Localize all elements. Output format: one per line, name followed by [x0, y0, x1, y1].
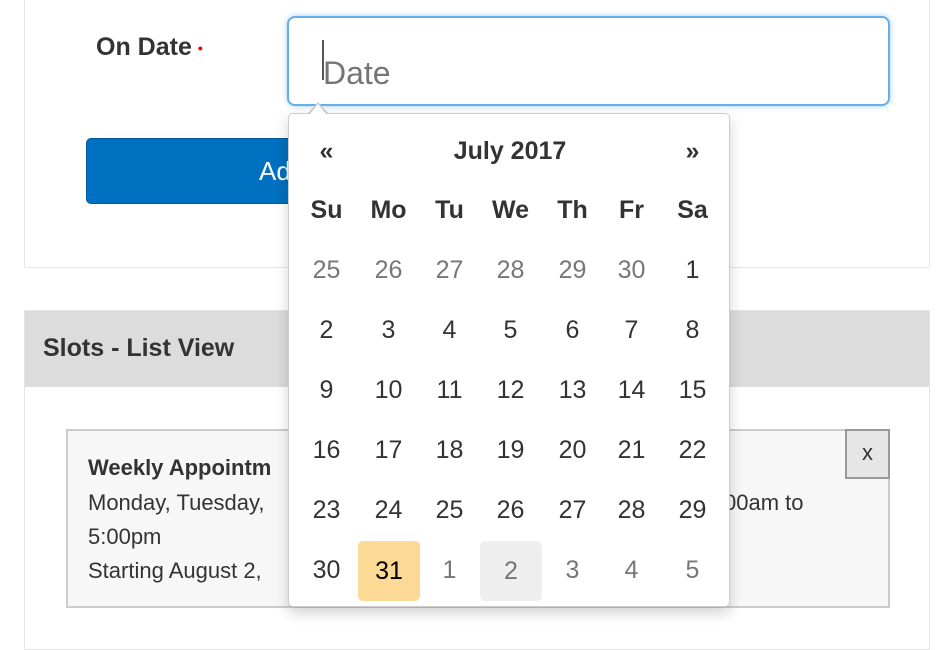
- day-cell[interactable]: 30: [617, 256, 646, 284]
- day-cell[interactable]: 25: [435, 496, 464, 524]
- day-cell[interactable]: 26: [374, 256, 403, 284]
- day-cell[interactable]: 28: [496, 256, 525, 284]
- day-cell[interactable]: 25: [312, 256, 341, 284]
- day-cell[interactable]: 14: [617, 376, 646, 404]
- day-cell[interactable]: 5: [503, 316, 518, 344]
- weekday-header: We: [491, 196, 530, 224]
- weekday-header: Su: [310, 196, 343, 224]
- day-cell[interactable]: 26: [496, 496, 525, 524]
- next-month-button[interactable]: »: [685, 137, 700, 165]
- day-cell[interactable]: 22: [678, 436, 707, 464]
- day-cell[interactable]: 2: [319, 316, 334, 344]
- slot-time-fragment: 00am to: [724, 490, 804, 515]
- date-input[interactable]: [287, 16, 890, 106]
- day-cell[interactable]: 11: [436, 376, 463, 404]
- day-cell[interactable]: 4: [442, 316, 457, 344]
- datepicker: [288, 113, 730, 607]
- slot-start-date: Starting August 2,: [88, 558, 262, 583]
- day-cell[interactable]: 3: [381, 316, 396, 344]
- day-cell[interactable]: 16: [312, 436, 341, 464]
- slot-title: Weekly Appointm: [88, 455, 272, 480]
- day-cell[interactable]: 23: [312, 496, 341, 524]
- required-indicator: •: [197, 40, 203, 57]
- day-cell[interactable]: 28: [617, 496, 646, 524]
- day-cell[interactable]: 21: [617, 436, 646, 464]
- weekday-header: Fr: [619, 196, 644, 224]
- day-cell[interactable]: 20: [558, 436, 587, 464]
- day-cell[interactable]: 1: [685, 256, 700, 284]
- day-cell[interactable]: 12: [496, 376, 525, 404]
- datepicker-arrow-inner: [310, 104, 326, 114]
- day-cell[interactable]: 27: [435, 256, 464, 284]
- day-cell[interactable]: 10: [374, 376, 403, 404]
- day-cell[interactable]: 19: [496, 436, 525, 464]
- day-cell[interactable]: 31: [358, 541, 420, 601]
- day-cell[interactable]: 7: [624, 316, 639, 344]
- day-cell[interactable]: 13: [558, 376, 587, 404]
- day-cell[interactable]: 6: [565, 316, 580, 344]
- weekday-header: Mo: [370, 196, 407, 224]
- slot-days: Monday, Tuesday,: [88, 490, 265, 515]
- day-cell[interactable]: 4: [624, 556, 639, 584]
- day-cell[interactable]: 5: [685, 556, 700, 584]
- day-cell[interactable]: 9: [319, 376, 334, 404]
- day-cell[interactable]: 29: [558, 256, 587, 284]
- weekday-header: Sa: [677, 196, 708, 224]
- weekday-header: Th: [557, 196, 588, 224]
- month-title[interactable]: July 2017: [453, 137, 567, 165]
- day-cell[interactable]: 24: [374, 496, 403, 524]
- slot-end-time: 5:00pm: [88, 524, 162, 549]
- text-caret: [322, 40, 324, 80]
- day-cell[interactable]: 30: [312, 556, 341, 584]
- on-date-label: On Date •: [96, 33, 203, 61]
- day-cell[interactable]: 17: [374, 436, 403, 464]
- weekday-header: Tu: [435, 196, 464, 224]
- slots-title: Slots - List View: [43, 334, 235, 362]
- day-cell[interactable]: 2: [480, 541, 542, 601]
- day-cell[interactable]: 27: [558, 496, 587, 524]
- day-cell[interactable]: 29: [678, 496, 707, 524]
- day-cell[interactable]: 1: [442, 556, 457, 584]
- prev-month-button[interactable]: «: [319, 137, 334, 165]
- day-cell[interactable]: 18: [435, 436, 464, 464]
- day-cell[interactable]: 15: [678, 376, 707, 404]
- remove-slot-button[interactable]: x: [845, 429, 890, 479]
- day-cell[interactable]: 8: [685, 316, 700, 344]
- day-cell[interactable]: 3: [565, 556, 580, 584]
